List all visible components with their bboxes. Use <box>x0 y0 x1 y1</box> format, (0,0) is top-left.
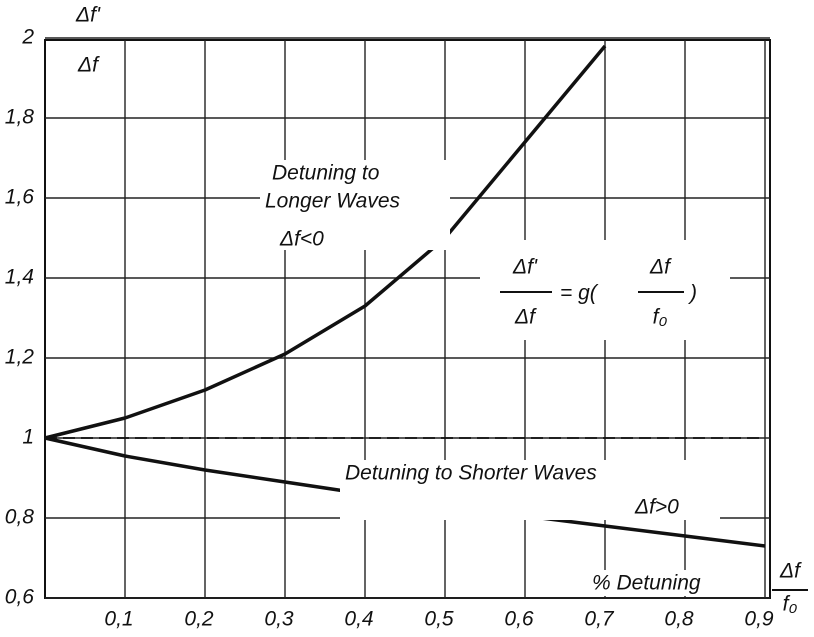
y-tick-label: 1 <box>22 426 34 449</box>
x-label-numerator: Δf <box>779 560 802 583</box>
curve <box>44 44 607 440</box>
formula-end: ) <box>687 282 697 305</box>
x-tick-label: 0,1 <box>104 608 133 631</box>
formula-middle: = g( <box>560 282 599 305</box>
formula-denominator: f₀ <box>653 306 668 329</box>
x-label-denominator: f₀ <box>783 593 798 616</box>
y-tick-label: 1,6 <box>5 186 35 209</box>
formula-denominator: Δf <box>514 306 537 329</box>
y-label-denominator: Δf <box>77 54 100 77</box>
annotation-line: Longer Waves <box>265 190 401 213</box>
x-tick-label: 0,7 <box>584 608 615 631</box>
formula-numerator: Δf <box>649 256 672 279</box>
x-tick-label: 0,8 <box>664 608 694 631</box>
y-tick-label: 1,2 <box>5 346 35 369</box>
y-tick-label: 1,4 <box>5 266 34 289</box>
y-label-numerator: Δf' <box>75 4 101 27</box>
y-tick-label: 1,8 <box>5 106 35 129</box>
label-bg <box>585 570 760 596</box>
x-tick-label: 0,6 <box>504 608 534 631</box>
formula-numerator: Δf' <box>512 256 538 279</box>
label-bg <box>340 460 720 520</box>
x-tick-label: 0,5 <box>424 608 454 631</box>
annotation-condition: Δf>0 <box>634 496 679 519</box>
annotation-line: Detuning to <box>272 162 380 185</box>
x-label: % Detuning <box>592 572 701 595</box>
x-tick-label: 0,3 <box>264 608 294 631</box>
x-tick-label: 0,4 <box>344 608 373 631</box>
y-tick-label: 0,8 <box>5 506 35 529</box>
y-tick-label: 0,6 <box>5 586 35 609</box>
x-tick-label: 0,2 <box>184 608 214 631</box>
annotation-line: Detuning to Shorter Waves <box>345 462 597 485</box>
label-bg <box>260 160 450 250</box>
y-tick-label: 2 <box>21 26 34 49</box>
formula-bg <box>480 240 730 340</box>
annotation-condition: Δf<0 <box>279 228 324 251</box>
x-tick-label: 0,9 <box>744 608 774 631</box>
